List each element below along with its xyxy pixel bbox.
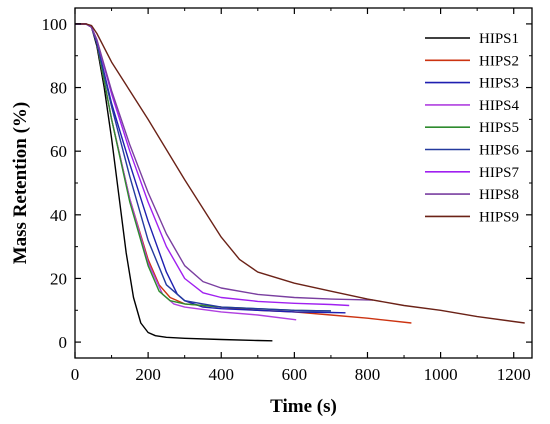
- legend-label-hips2: HIPS2: [479, 53, 519, 69]
- series-layer: [75, 23, 525, 342]
- legend-label-hips4: HIPS4: [479, 98, 520, 114]
- series-line-hips4: [75, 23, 297, 321]
- legend-label-hips8: HIPS8: [479, 187, 519, 203]
- y-tick-label: 100: [42, 15, 68, 34]
- x-tick-label: 800: [355, 365, 381, 384]
- x-tick-label: 1000: [424, 365, 458, 384]
- y-tick-label: 40: [50, 206, 67, 225]
- legend: HIPS1 HIPS2 HIPS3 HIPS4 HIPS5 HIPS6 HIPS7 HIPS8…: [425, 31, 520, 225]
- x-tick-label: 400: [208, 365, 234, 384]
- axes-layer: 0 200 400 600 800 1000 1200 0 20 40 60 80 100: [42, 7, 533, 384]
- series-line-hips2: [75, 23, 412, 324]
- series-line-hips8: [75, 23, 374, 301]
- series-line-hips5: [75, 23, 331, 312]
- y-tick-label: 0: [59, 333, 68, 352]
- y-tick-label: 80: [50, 79, 67, 98]
- legend-label-hips1: HIPS1: [479, 31, 519, 47]
- legend-label-hips9: HIPS9: [479, 209, 519, 225]
- legend-label-hips7: HIPS7: [479, 165, 520, 181]
- y-tick-label: 20: [50, 269, 67, 288]
- series-line-hips7: [75, 23, 350, 307]
- series-line-hips1: [75, 23, 273, 342]
- series-line-hips9: [75, 23, 525, 324]
- y-axis-label: Mass Retention (%): [10, 102, 31, 265]
- x-axis-label: Time (s): [270, 396, 337, 417]
- legend-label-hips3: HIPS3: [479, 76, 519, 92]
- x-tick-label: 200: [135, 365, 161, 384]
- y-tick-label: 60: [50, 142, 67, 161]
- x-tick-label: 0: [71, 365, 80, 384]
- legend-label-hips5: HIPS5: [479, 120, 519, 136]
- x-tick-label: 1200: [497, 365, 531, 384]
- series-line-hips6: [75, 23, 331, 312]
- legend-label-hips6: HIPS6: [479, 143, 520, 159]
- x-tick-label: 600: [282, 365, 308, 384]
